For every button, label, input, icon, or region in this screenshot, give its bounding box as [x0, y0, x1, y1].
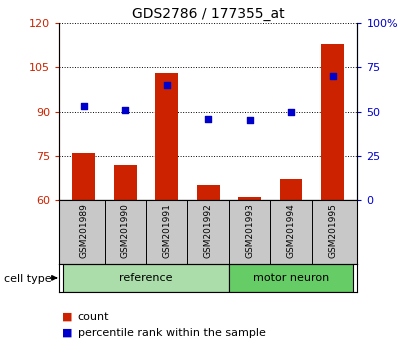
- Bar: [280, 179, 302, 200]
- Text: percentile rank within the sample: percentile rank within the sample: [78, 328, 265, 338]
- Text: ■: ■: [62, 328, 72, 338]
- Text: GSM201992: GSM201992: [204, 203, 213, 258]
- Text: GSM201989: GSM201989: [79, 203, 88, 258]
- Text: GSM201993: GSM201993: [245, 203, 254, 258]
- Bar: [63, 264, 229, 292]
- Text: ■: ■: [62, 312, 72, 322]
- Text: count: count: [78, 312, 109, 322]
- Text: motor neuron: motor neuron: [253, 273, 329, 283]
- Bar: [114, 165, 137, 200]
- Title: GDS2786 / 177355_at: GDS2786 / 177355_at: [132, 7, 285, 21]
- Text: cell type: cell type: [4, 274, 52, 284]
- Text: GSM201995: GSM201995: [328, 203, 337, 258]
- Text: GSM201991: GSM201991: [162, 203, 171, 258]
- Point: [330, 73, 336, 79]
- Bar: [155, 73, 178, 200]
- Text: reference: reference: [119, 273, 173, 283]
- Point: [205, 116, 211, 121]
- Point: [122, 107, 129, 113]
- Point: [164, 82, 170, 88]
- Text: GSM201990: GSM201990: [121, 203, 130, 258]
- Point: [80, 103, 87, 109]
- Point: [288, 109, 294, 114]
- Text: GSM201994: GSM201994: [287, 203, 296, 258]
- Bar: [197, 185, 220, 200]
- Bar: [238, 197, 261, 200]
- Point: [246, 118, 253, 123]
- Bar: [321, 44, 344, 200]
- Bar: [72, 153, 95, 200]
- Bar: [229, 264, 353, 292]
